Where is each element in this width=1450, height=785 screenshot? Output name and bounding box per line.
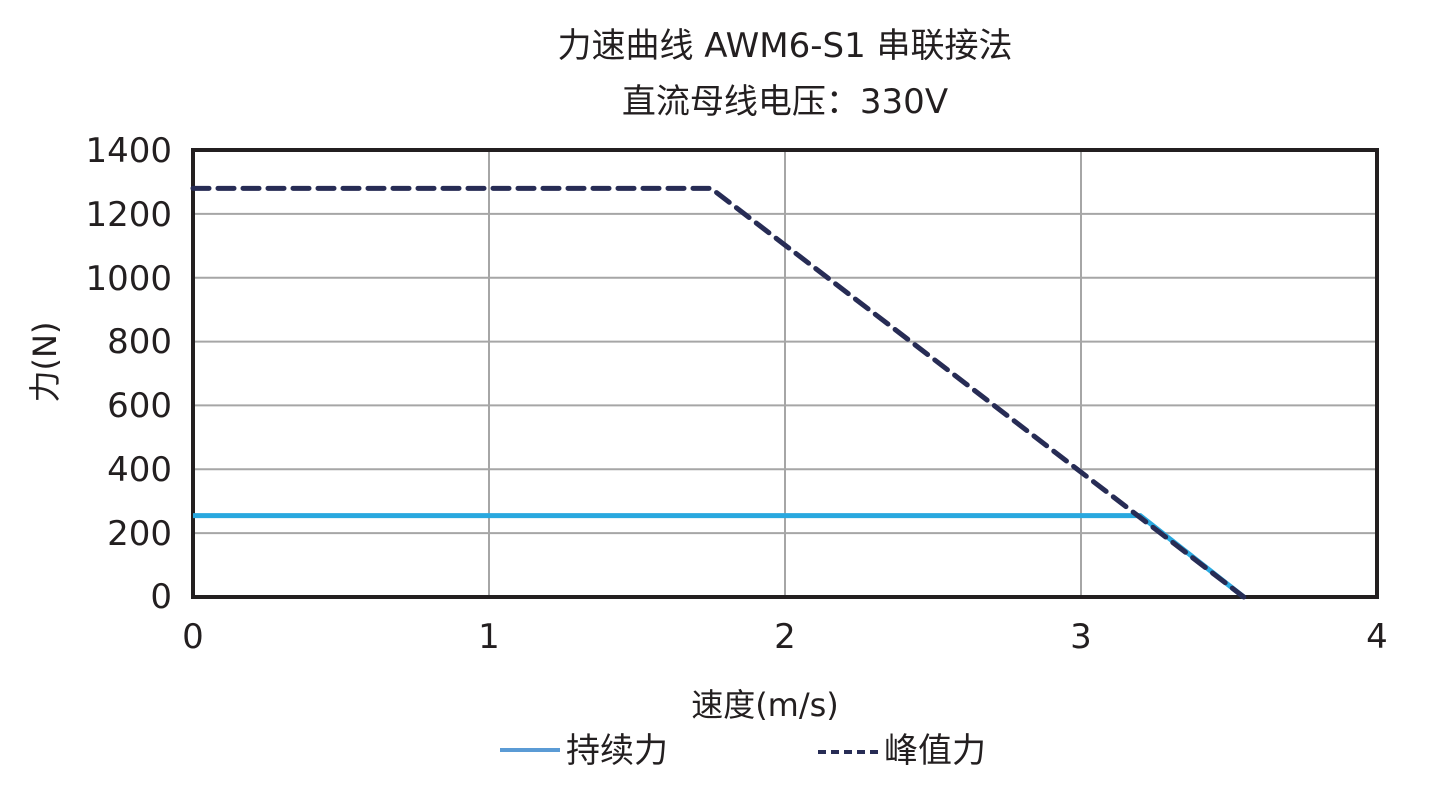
series-line-continuous-force	[193, 513, 1246, 599]
legend-label-peak: 峰值力	[884, 731, 986, 771]
x-tick: 3	[1070, 617, 1092, 657]
y-tick-labels: 1400 1200 1000 800 600 400 200 0	[85, 131, 172, 617]
plot-frame	[191, 148, 1379, 599]
grid-lines	[193, 150, 1377, 597]
y-tick: 600	[107, 386, 172, 426]
chart-subtitle: 直流母线电压：330V	[621, 82, 949, 122]
series-line-peak-force	[190, 185, 1247, 600]
x-axis-label: 速度(m/s)	[691, 686, 839, 724]
y-tick: 400	[107, 450, 172, 490]
chart-title: 力速曲线 AWM6-S1 串联接法	[557, 26, 1013, 66]
y-tick: 1400	[85, 131, 172, 171]
x-tick-labels: 0 1 2 3 4	[182, 617, 1388, 657]
y-tick: 1000	[85, 259, 172, 299]
legend: 持续力 峰值力	[500, 731, 986, 771]
x-tick: 0	[182, 617, 204, 657]
y-axis-label: 力(N)	[26, 322, 64, 403]
x-tick: 4	[1366, 617, 1388, 657]
series-lines	[190, 185, 1247, 600]
y-tick: 800	[107, 322, 172, 362]
legend-label-continuous: 持续力	[566, 731, 668, 771]
y-tick: 0	[150, 577, 172, 617]
x-tick: 1	[478, 617, 500, 657]
y-tick: 1200	[85, 195, 172, 235]
x-tick: 2	[774, 617, 796, 657]
y-tick: 200	[107, 514, 172, 554]
